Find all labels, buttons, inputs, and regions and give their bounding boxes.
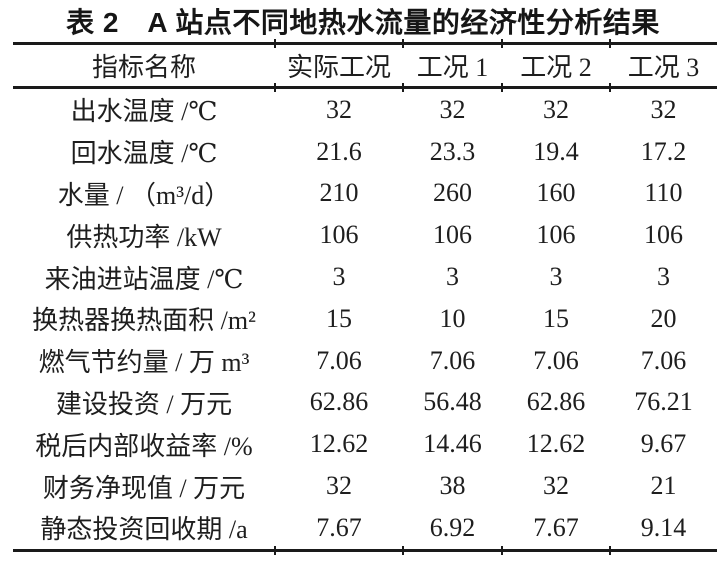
column-tick	[274, 83, 276, 92]
column-tick	[609, 83, 611, 92]
value-cell: 106	[536, 220, 576, 250]
value-cell: 21	[650, 471, 677, 501]
value-cell: 7.06	[429, 345, 476, 375]
economic-analysis-table: 指标名称 实际工况 工况 1 工况 2 工况 3 出水温度 /℃ 32 32 32 32…	[13, 39, 717, 555]
value-cell: 15	[543, 303, 569, 333]
value-cell: 12.62	[526, 429, 586, 459]
value-cell: 17.2	[640, 136, 687, 166]
row-label: 换热器换热面积 /m²	[32, 306, 256, 336]
column-tick	[402, 546, 404, 555]
header-indicator-name: 指标名称	[91, 53, 196, 82]
value-cell: 38	[439, 471, 466, 501]
header-condition-3: 工况 3	[627, 53, 700, 82]
value-cell: 9.67	[640, 429, 687, 459]
value-cell: 14.46	[423, 429, 482, 459]
value-cell: 7.06	[533, 345, 579, 375]
row-label: 水量 / （m³/d）	[57, 180, 231, 210]
value-cell: 7.67	[316, 512, 362, 542]
value-cell: 32	[650, 94, 677, 124]
header-actual-condition: 实际工况	[286, 53, 391, 82]
value-cell: 10	[439, 303, 466, 333]
row-label: 建设投资 / 万元	[55, 389, 233, 419]
table-caption: 表 2 A 站点不同地热水流量的经济性分析结果	[66, 7, 660, 38]
row-label: 回水温度 /℃	[70, 139, 218, 169]
value-cell: 20	[650, 303, 677, 333]
value-cell: 260	[433, 178, 472, 208]
value-cell: 32	[543, 94, 569, 124]
value-cell: 6.92	[429, 512, 476, 542]
value-cell: 110	[644, 178, 683, 208]
row-label: 财务净现值 / 万元	[42, 473, 246, 503]
value-cell: 32	[326, 471, 352, 501]
column-tick	[402, 39, 404, 48]
row-label: 来油进站温度 /℃	[44, 264, 244, 294]
table-body: 出水温度 /℃ 32 32 32 32 回水温度 /℃ 21.6 23.3 19.4 17.2 水量…	[13, 89, 717, 549]
value-cell: 106	[319, 220, 359, 250]
table-header-row: 指标名称 实际工况 工况 1 工况 2 工况 3	[13, 45, 717, 86]
value-cell: 15	[326, 303, 352, 333]
column-tick	[609, 546, 611, 555]
row-label: 税后内部收益率 /%	[35, 431, 253, 461]
value-cell: 56.48	[423, 387, 482, 417]
column-tick	[609, 39, 611, 48]
value-cell: 32	[543, 471, 569, 501]
row-label: 供热功率 /kW	[66, 222, 222, 252]
value-cell: 32	[439, 94, 466, 124]
column-tick	[501, 83, 503, 92]
value-cell: 62.86	[309, 387, 369, 417]
page: 表 2 A 站点不同地热水流量的经济性分析结果 指标名称 实际工况 工况 1 工…	[0, 3, 726, 562]
column-tick	[501, 39, 503, 48]
value-cell: 3	[332, 262, 346, 292]
header-condition-2: 工况 2	[520, 53, 592, 82]
value-cell: 160	[536, 178, 576, 208]
value-cell: 62.86	[526, 387, 586, 417]
value-cell: 210	[319, 178, 359, 208]
row-label: 静态投资回收期 /a	[40, 515, 248, 545]
value-cell: 7.06	[316, 345, 362, 375]
value-cell: 19.4	[533, 136, 579, 166]
value-cell: 23.3	[429, 136, 476, 166]
column-tick	[402, 83, 404, 92]
value-cell: 3	[657, 262, 670, 292]
value-cell: 7.06	[640, 345, 687, 375]
row-label: 燃气节约量 / 万 m³	[38, 348, 250, 378]
value-cell: 106	[433, 220, 472, 250]
value-cell: 12.62	[309, 429, 369, 459]
column-tick	[274, 546, 276, 555]
value-cell: 3	[446, 262, 459, 292]
value-cell: 32	[326, 94, 352, 124]
value-cell: 106	[644, 220, 683, 250]
table-header-rule	[13, 83, 717, 92]
value-cell: 3	[549, 262, 563, 292]
value-cell: 76.21	[634, 387, 693, 417]
value-cell: 9.14	[640, 512, 687, 542]
value-cell: 7.67	[533, 512, 579, 542]
row-label: 出水温度 /℃	[70, 97, 218, 127]
table-bottom-rule	[13, 546, 717, 555]
table-top-rule	[13, 39, 717, 48]
header-condition-1: 工况 1	[416, 53, 489, 82]
value-cell: 21.6	[316, 136, 362, 166]
column-tick	[274, 39, 276, 48]
column-tick	[501, 546, 503, 555]
